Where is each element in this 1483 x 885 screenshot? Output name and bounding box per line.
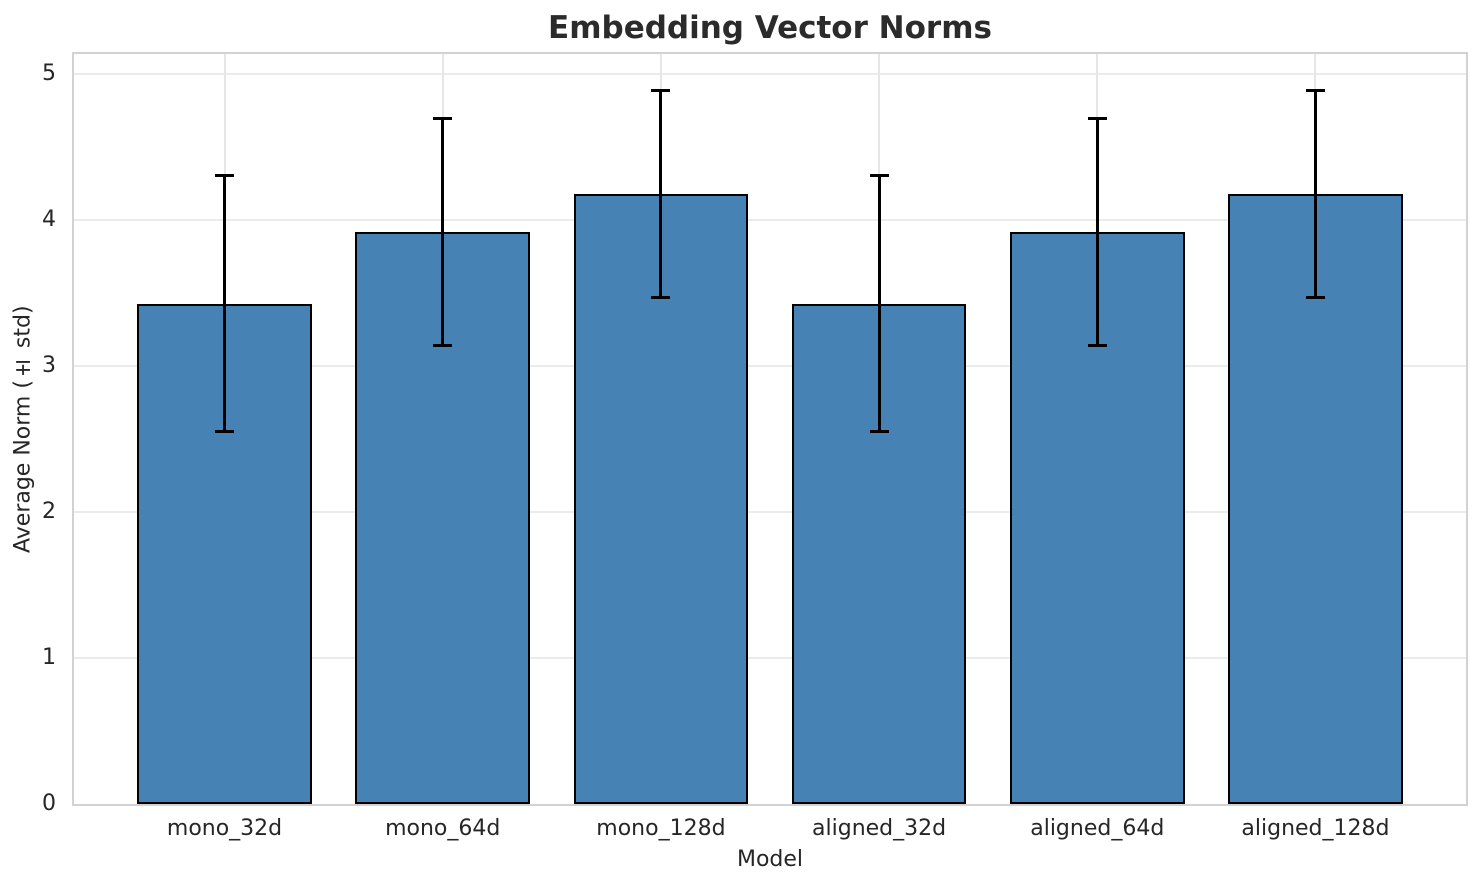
error-bar-cap-bottom xyxy=(869,430,889,434)
y-tick-label: 0 xyxy=(42,791,56,816)
error-bar-cap-top xyxy=(1087,116,1107,120)
x-tick-label: mono_32d xyxy=(166,816,283,841)
h-gridline xyxy=(74,511,1466,514)
error-bar-cap-bottom xyxy=(433,344,453,348)
error-bar-stem xyxy=(441,118,445,346)
h-gridline xyxy=(74,73,1466,76)
x-tick-label: mono_128d xyxy=(596,816,726,841)
x-tick-label: aligned_32d xyxy=(812,816,947,841)
error-bar-stem xyxy=(223,175,227,432)
error-bar-cap-top xyxy=(651,88,671,92)
x-tick-label: aligned_128d xyxy=(1241,816,1390,841)
x-axis-label: Model xyxy=(736,847,804,872)
error-bar-cap-top xyxy=(869,173,889,177)
error-bar-cap-bottom xyxy=(1087,344,1107,348)
error-bar-cap-top xyxy=(433,116,453,120)
error-bar-stem xyxy=(659,90,663,298)
chart-title: Embedding Vector Norms xyxy=(548,10,992,46)
error-bar-cap-bottom xyxy=(651,296,671,300)
error-bar-cap-bottom xyxy=(215,430,235,434)
h-gridline xyxy=(74,657,1466,660)
error-bar-stem xyxy=(1095,118,1099,346)
x-tick-label: aligned_64d xyxy=(1030,816,1165,841)
y-tick-label: 5 xyxy=(42,61,56,87)
plot-area xyxy=(72,52,1468,806)
error-bar-cap-top xyxy=(1305,88,1325,92)
y-axis-label: Average Norm (± std) xyxy=(10,305,36,553)
error-bar-cap-bottom xyxy=(1305,296,1325,300)
h-gridline xyxy=(74,219,1466,222)
y-tick-label: 1 xyxy=(42,645,56,671)
y-tick-label: 2 xyxy=(42,499,56,525)
y-tick-label: 3 xyxy=(42,353,56,379)
h-gridline xyxy=(74,365,1466,368)
error-bar-stem xyxy=(877,175,881,432)
error-bar-cap-top xyxy=(215,173,235,177)
x-tick-label: mono_64d xyxy=(385,816,501,841)
error-bar-stem xyxy=(1313,90,1317,298)
y-tick-label: 4 xyxy=(42,207,56,233)
